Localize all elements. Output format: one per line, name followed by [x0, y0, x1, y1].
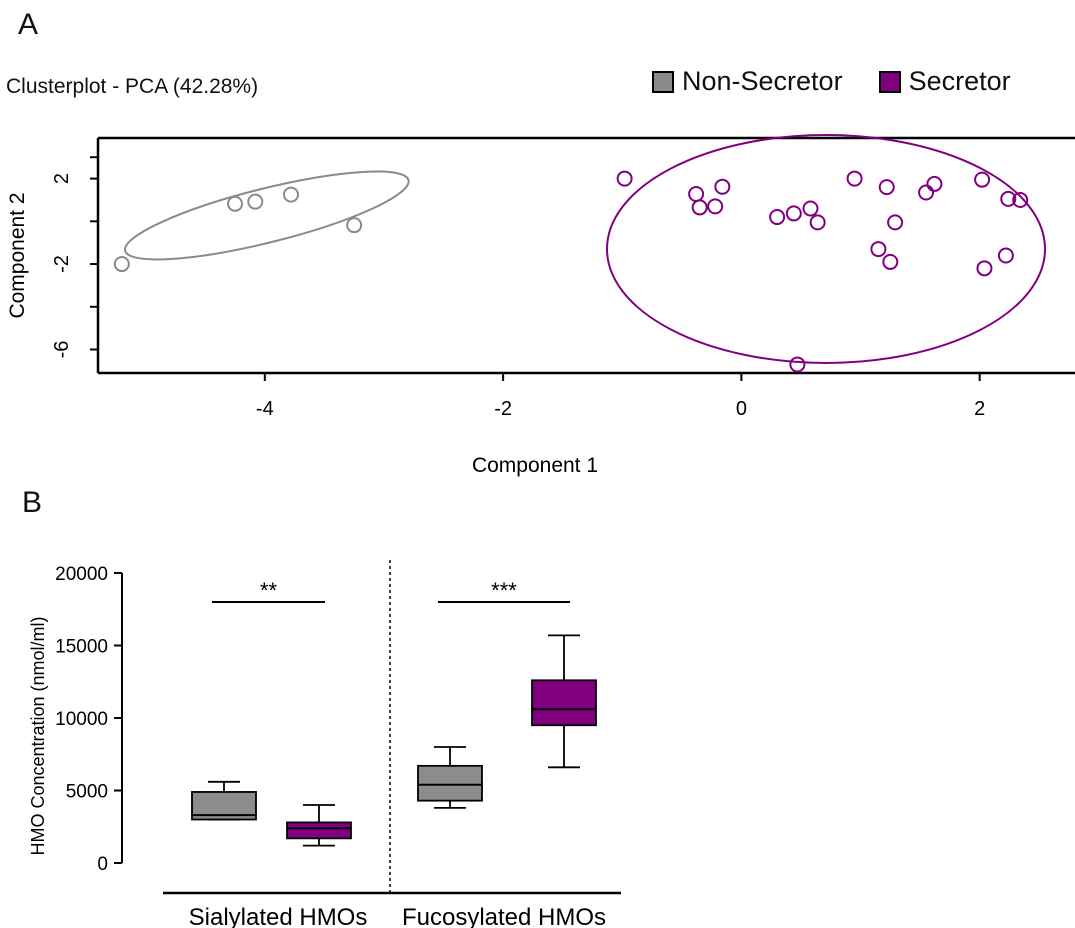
secretor-point — [785, 205, 802, 222]
secretor-point — [1000, 190, 1017, 207]
secretor-point — [870, 241, 887, 258]
non-secretor-box — [417, 764, 483, 802]
secretor-point — [809, 214, 826, 231]
y-axis-title: HMO Concentration (nmol/ml) — [28, 616, 48, 855]
y-tick-label: 5000 — [66, 782, 108, 803]
legend-item-secretor: Secretor — [878, 66, 1011, 97]
legend-swatch-secretor — [878, 70, 901, 93]
legend-label-non-secretor: Non-Secretor — [682, 66, 843, 96]
secretor-point — [707, 198, 724, 215]
x-tick-label: -4 — [256, 398, 274, 420]
secretor-box — [286, 821, 352, 840]
non-secretor-point — [113, 256, 130, 273]
secretor-point — [714, 178, 731, 195]
secretor-ellipse — [606, 134, 1046, 364]
pca-scatter-chart: -4 -2 0 2 2 -2 -6 Component 1 Component 2 — [6, 134, 1075, 477]
secretor-point — [616, 170, 633, 187]
y-tick-label: -6 — [51, 341, 73, 359]
hmo-boxplot-chart: 0 5000 10000 15000 20000 HMO Concentration (n… — [28, 560, 621, 928]
secretor-point — [976, 260, 993, 277]
secretor-point — [1012, 191, 1029, 208]
y-tick-label: 10000 — [55, 709, 108, 730]
secretor-point — [918, 184, 935, 201]
y-tick-label: 20000 — [55, 564, 108, 585]
legend-swatch-non-secretor — [652, 70, 674, 93]
non-secretor-point — [247, 193, 264, 210]
panel-a-letter: A — [18, 8, 39, 41]
y-tick-label: 0 — [97, 854, 108, 875]
non-secretor-point — [227, 195, 244, 212]
secretor-point — [846, 170, 863, 187]
secretor-point — [802, 200, 819, 217]
secretor-box — [531, 679, 597, 727]
legend-label-secretor: Secretor — [908, 66, 1011, 96]
significance-label: ** — [260, 578, 278, 603]
non-secretor-ellipse — [123, 170, 410, 261]
y-axis-title: Component 2 — [6, 192, 29, 318]
y-tick-label: 15000 — [55, 637, 108, 658]
x-tick-label: 2 — [974, 398, 985, 420]
secretor-point — [887, 214, 904, 231]
secretor-point — [691, 199, 708, 216]
legend: Non-Secretor Secretor — [652, 66, 1047, 97]
significance-label: *** — [491, 578, 517, 603]
legend-item-non-secretor: Non-Secretor — [652, 66, 843, 97]
secretor-point — [878, 179, 895, 196]
non-secretor-point — [346, 217, 363, 234]
secretor-point — [974, 171, 991, 188]
pca-subtitle: Clusterplot - PCA (42.28%) — [6, 75, 259, 98]
x-tick-label: 0 — [736, 398, 747, 420]
non-secretor-point — [283, 186, 300, 203]
panel-b-letter: B — [22, 486, 43, 519]
x-axis-title: Component 1 — [472, 454, 598, 477]
secretor-point — [997, 247, 1014, 264]
secretor-point — [882, 253, 899, 270]
y-tick-label: -2 — [51, 255, 73, 273]
secretor-point — [789, 356, 806, 373]
group-label: Fucosylated HMOs — [402, 904, 606, 928]
secretor-point — [688, 185, 705, 202]
group-label: Sialylated HMOs — [189, 904, 368, 928]
x-tick-label: -2 — [494, 398, 512, 420]
secretor-point — [926, 175, 943, 192]
y-tick-label: 2 — [51, 173, 73, 184]
secretor-point — [769, 209, 786, 226]
